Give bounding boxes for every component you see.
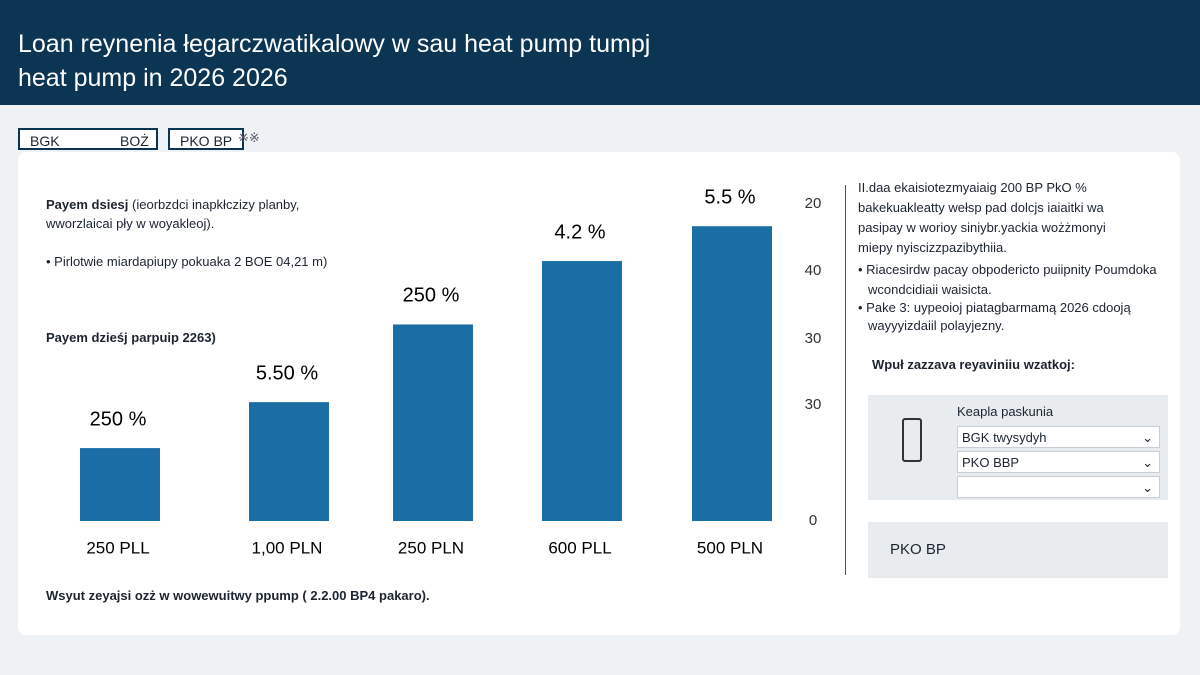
tab-label: PKO BP xyxy=(180,133,233,149)
right-line: pasipay w worioy siniybr.yackia wożżmony… xyxy=(858,220,1106,235)
option: BGK twysydyh xyxy=(962,430,1047,445)
x-tick-label: 500 PLN xyxy=(697,538,763,557)
header xyxy=(0,0,1200,105)
chart: 20 40 30 30 0 250 % 250 PLL 5.50 % 1,00 PLN 250 %… xyxy=(80,186,822,557)
x-tick-label: 600 PLL xyxy=(548,538,611,557)
form-title: Keapla paskunia xyxy=(957,404,1054,419)
bar xyxy=(249,402,329,521)
question: Wpuł zazzava reyaviniiu wzatkoj: xyxy=(872,357,1075,372)
bar-label: 5.50 % xyxy=(256,362,318,384)
y-axis-label: 30 xyxy=(805,396,822,413)
y-axis-label: 20 xyxy=(805,195,822,212)
chevron: ⌄ xyxy=(1142,430,1153,445)
right-line: bakekuakleatty wełsp pad dolcjs iaiaitki… xyxy=(858,200,1104,215)
y-axis-label: 0 xyxy=(809,512,817,529)
tab-label: BOŻ xyxy=(120,133,149,149)
y-axis-label: 30 xyxy=(805,330,822,347)
tab-label: BGK xyxy=(30,133,60,149)
selected-label: PKO BP xyxy=(890,541,946,558)
tab[interactable]: PKO BP xyxy=(168,128,245,150)
y-axis-label: 40 xyxy=(805,262,822,279)
note: Payem dzieśj parpuip 2263) xyxy=(46,330,216,345)
bar-label: 5.5 % xyxy=(704,186,755,208)
right-line: miepy nyiscizzpazibythiia. xyxy=(858,240,1007,255)
right-line: • Pake 3: uypeoioj piatagbarmamą 2026 cd… xyxy=(858,300,1131,315)
right-line: • Riacesirdw pacay obpodericto puiipnity… xyxy=(858,262,1157,277)
bar-label: 250 % xyxy=(403,285,460,307)
note: Payem dsiesj (ieorbzdci inapkłczizy plan… xyxy=(46,197,299,212)
note-text: (ieorbzdci inapkłczizy planby, xyxy=(132,197,300,212)
option: PKO BBP xyxy=(962,455,1020,470)
chevron: ⌄ xyxy=(1142,455,1153,470)
note: • Pirlotwie miardapiupy pokuaka 2 BOE 04… xyxy=(46,254,328,269)
bar xyxy=(393,324,473,521)
select[interactable]: BGK twysydyh ⌄ xyxy=(957,426,1160,448)
right-line: wayyyizdaiil polayjezny. xyxy=(868,318,1005,333)
icon: ※※ xyxy=(238,130,260,145)
right-line: II.daa ekaisiotezmyaiaig 200 BP PkO % xyxy=(858,180,1087,195)
select[interactable]: ⌄ xyxy=(957,476,1160,498)
note: wworzlaicai pły w woyakleoj). xyxy=(46,216,215,231)
bar-label: 250 % xyxy=(90,408,147,430)
bar-label: 4.2 % xyxy=(554,221,605,243)
x-tick-label: 250 PLL xyxy=(86,538,149,557)
bar xyxy=(80,448,160,521)
x-tick-label: 250 PLN xyxy=(398,538,464,557)
chevron: ⌄ xyxy=(1142,480,1153,495)
title: Loan reynenia łegarczwatikalowy w sau he… xyxy=(18,30,651,58)
note-heading: Payem dsiesj xyxy=(46,197,129,212)
x-tick-label: 1,00 PLN xyxy=(252,538,323,557)
right-line: wcondcidiaii waisicta. xyxy=(868,282,992,297)
bar xyxy=(692,226,772,521)
phone-icon xyxy=(902,418,922,462)
divider xyxy=(845,185,846,575)
select[interactable]: PKO BBP ⌄ xyxy=(957,451,1160,473)
title: heat pump in 2026 2026 xyxy=(18,64,288,92)
selected[interactable]: PKO BP xyxy=(868,522,1168,578)
bar xyxy=(542,261,622,521)
footnote: Wsyut zeyajsi ozż w wowewuitwy ppump ( 2… xyxy=(46,588,430,603)
tab[interactable]: BGK BOŻ xyxy=(18,128,158,150)
